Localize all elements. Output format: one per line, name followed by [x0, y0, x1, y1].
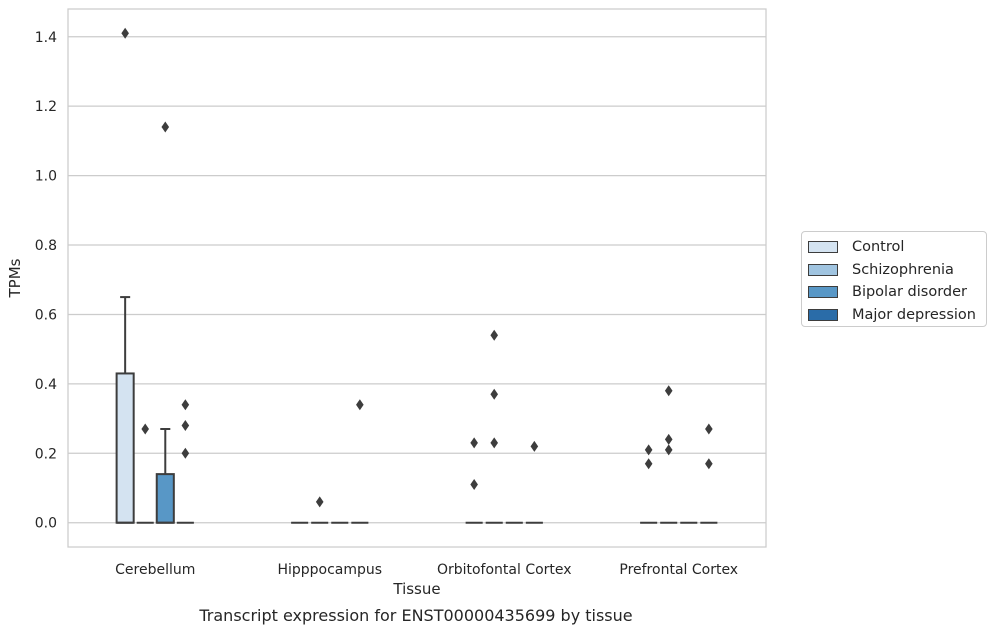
outlier-point [644, 458, 653, 470]
legend-swatch [808, 308, 838, 321]
box-control [115, 27, 135, 524]
plot-area-frame [67, 8, 767, 548]
box-major-depression [176, 399, 194, 524]
legend-swatch [808, 241, 838, 254]
y-tick-label: 0.4 [35, 377, 57, 393]
y-tick-labels: 0.0 0.2 0.4 0.6 0.8 1.0 1.2 1.4 [35, 30, 57, 532]
outlier-point [664, 444, 673, 456]
box-body [115, 372, 135, 524]
box-schizophrenia [485, 329, 503, 524]
box-schizophrenia [660, 385, 678, 524]
box-major-depression [700, 423, 718, 524]
legend-swatch [808, 286, 838, 299]
y-tick-label: 1.0 [35, 169, 57, 185]
outlier-point [161, 121, 170, 133]
legend: Control Schizophrenia Bipolar disorder Majo… [801, 231, 987, 327]
outlier-point [664, 385, 673, 397]
outlier-point [141, 423, 150, 435]
legend-label: Major depression [852, 306, 976, 323]
box-major-depression [525, 440, 543, 524]
x-tick-label: Orbitofontal Cortex [437, 562, 572, 578]
chart-caption: Transcript expression for ENST0000043569… [199, 606, 633, 625]
outlier-point [470, 437, 478, 449]
box-schizophrenia [311, 496, 329, 524]
outlier-point [181, 447, 190, 459]
outlier-point [705, 423, 713, 435]
outlier-point [530, 440, 539, 452]
outlier-point [490, 437, 499, 449]
box-bipolar-disorder [155, 121, 175, 524]
y-tick-label: 0.2 [35, 446, 57, 462]
grid-lines [68, 36, 766, 524]
box-schizophrenia [136, 423, 154, 524]
box-major-depression [351, 399, 369, 524]
legend-item: Major depression [808, 304, 986, 327]
outlier-point [181, 420, 190, 432]
outlier-point [181, 399, 190, 411]
outlier-point [490, 388, 499, 400]
legend-label: Schizophrenia [852, 261, 954, 278]
y-tick-label: 1.4 [35, 30, 57, 46]
x-tick-label: Hipppocampus [277, 562, 382, 578]
outlier-point [315, 496, 324, 508]
outlier-point [705, 458, 713, 470]
y-tick-label: 0.8 [35, 238, 57, 254]
outlier-point [356, 399, 364, 411]
outlier-point [644, 444, 653, 456]
box-control [465, 437, 483, 524]
legend-label: Bipolar disorder [852, 284, 967, 301]
box-body [155, 473, 175, 524]
y-tick-label: 0.6 [35, 307, 57, 323]
box-groups [115, 27, 718, 524]
legend-swatch [808, 263, 838, 276]
legend-item: Control [808, 236, 986, 259]
y-tick-label: 1.2 [35, 99, 57, 115]
legend-label: Control [852, 239, 905, 256]
outlier-point [121, 27, 129, 39]
legend-item: Schizophrenia [808, 259, 986, 282]
y-axis-label: TPMs [6, 258, 24, 298]
y-tick-label: 0.0 [35, 516, 57, 532]
x-tick-labels: Cerebellum Hipppocampus Orbitofontal Corte… [115, 562, 738, 578]
x-axis-label: Tissue [392, 580, 440, 598]
legend-item: Bipolar disorder [808, 281, 986, 304]
outlier-point [470, 479, 478, 491]
outlier-point [490, 329, 499, 341]
x-tick-label: Cerebellum [115, 562, 195, 578]
outlier-point [664, 433, 673, 445]
x-tick-label: Prefrontal Cortex [619, 562, 738, 578]
box-control [640, 444, 658, 524]
